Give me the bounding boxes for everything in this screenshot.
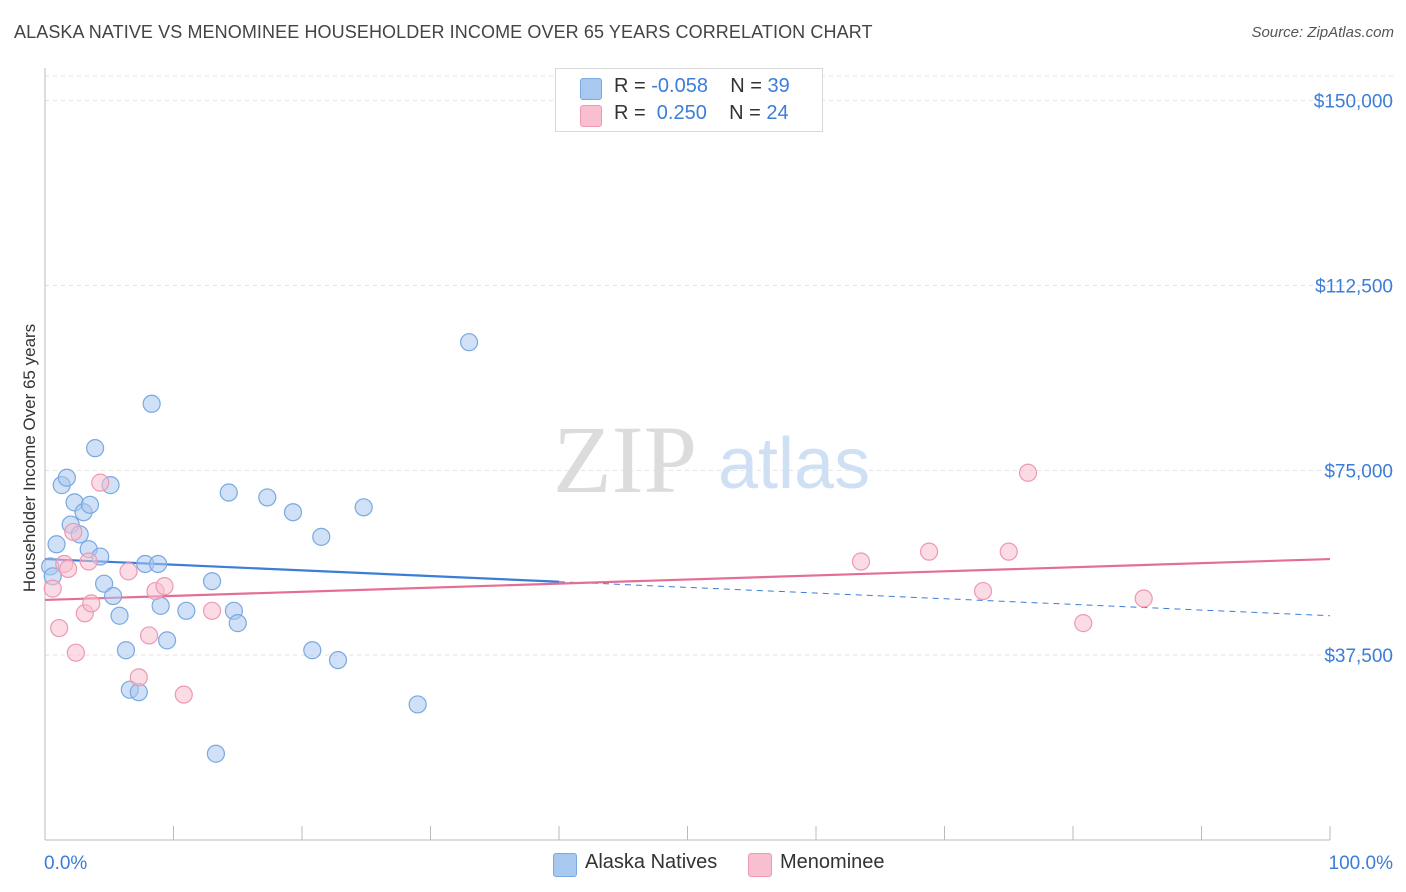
legend-r-value: 0.250 <box>651 102 707 124</box>
trend-line-menominee <box>44 557 1331 602</box>
alaska-natives-point <box>47 535 66 554</box>
legend-swatch-menominee <box>580 105 602 127</box>
x-tick-label-end: 100.0% <box>1329 853 1394 874</box>
menominee-point <box>64 522 83 542</box>
chart-title: ALASKA NATIVE VS MENOMINEE HOUSEHOLDER I… <box>14 22 873 42</box>
menominee-point <box>174 685 193 704</box>
alaska-natives-point <box>148 554 168 574</box>
legend-n-label: N = <box>729 102 767 124</box>
menominee-point <box>82 594 101 613</box>
menominee-point <box>202 601 222 620</box>
y-tick-label: $37,500 <box>1324 646 1393 667</box>
source-label: Source: ZipAtlas.com <box>1251 24 1394 41</box>
menominee-point <box>79 552 98 571</box>
menominee-point <box>1018 463 1038 482</box>
legend-n-value: 24 <box>766 102 789 124</box>
watermark: ZIP atlas <box>553 406 870 513</box>
legend-n-label: N = <box>730 75 768 97</box>
alaska-natives-point <box>228 614 247 633</box>
menominee-point <box>999 542 1018 561</box>
legend-swatch-alaska-natives <box>580 78 602 100</box>
menominee-point <box>973 581 993 601</box>
data-points <box>41 333 1153 763</box>
alaska-natives-point <box>86 439 105 458</box>
legend-r-label: R = <box>614 102 652 124</box>
y-axis-label: Householder Income Over 65 years <box>20 324 39 592</box>
bottom-legend-label: Menominee <box>780 851 885 873</box>
bottom-legend-swatch-menominee <box>748 853 772 877</box>
correlation-legend: R = -0.058 N = 39 R = 0.250 N = 24 <box>555 68 823 132</box>
menominee-point <box>129 668 148 687</box>
menominee-point <box>91 473 110 492</box>
menominee-point <box>155 577 174 596</box>
menominee-point <box>851 552 871 571</box>
alaska-natives-point <box>283 503 303 522</box>
axes <box>44 68 1331 841</box>
alaska-natives-point <box>328 650 348 670</box>
alaska-natives-point <box>104 586 123 606</box>
alaska-natives-point <box>312 527 331 546</box>
alaska-natives-point <box>142 394 161 413</box>
alaska-natives-point <box>206 744 226 763</box>
menominee-point <box>50 618 69 638</box>
bottom-legend-swatch-alaska-natives <box>553 853 577 877</box>
watermark-zip: ZIP <box>553 406 697 513</box>
menominee-point <box>919 542 939 561</box>
alaska-natives-point <box>408 695 427 714</box>
menominee-point <box>59 559 78 579</box>
alaska-natives-point <box>303 641 322 660</box>
alaska-natives-point <box>354 498 373 517</box>
legend-r-label: R = <box>614 75 652 97</box>
alaska-natives-point <box>219 483 238 502</box>
watermark-atlas: atlas <box>718 424 870 504</box>
y-tick-label: $75,000 <box>1324 461 1393 482</box>
alaska-natives-point <box>459 333 479 352</box>
x-tick-labels: 0.0% 100.0% <box>44 853 1393 874</box>
alaska-natives-point <box>157 631 177 650</box>
alaska-natives-point <box>258 488 277 507</box>
menominee-point <box>43 579 62 598</box>
y-tick-labels: $37,500 $75,000 $112,500 $150,000 <box>1314 92 1393 668</box>
legend-r-value: -0.058 <box>651 75 708 97</box>
menominee-point <box>1074 614 1093 633</box>
y-tick-label: $112,500 <box>1315 276 1393 297</box>
alaska-natives-point <box>110 606 129 625</box>
alaska-natives-point <box>202 572 222 591</box>
menominee-point <box>66 643 85 662</box>
alaska-natives-point <box>177 601 196 620</box>
bottom-legend-label: Alaska Natives <box>585 851 718 873</box>
legend-n-value: 39 <box>767 75 790 97</box>
alaska-natives-point <box>57 468 76 487</box>
menominee-point <box>1134 589 1153 608</box>
x-tick-label-start: 0.0% <box>44 853 87 874</box>
alaska-natives-point <box>95 574 114 593</box>
alaska-natives-point <box>116 641 136 660</box>
trend-line-extension <box>558 581 1331 617</box>
y-tick-label: $150,000 <box>1314 92 1393 113</box>
alaska-natives-point <box>80 495 100 514</box>
menominee-point <box>139 626 159 645</box>
menominee-point <box>119 562 138 581</box>
